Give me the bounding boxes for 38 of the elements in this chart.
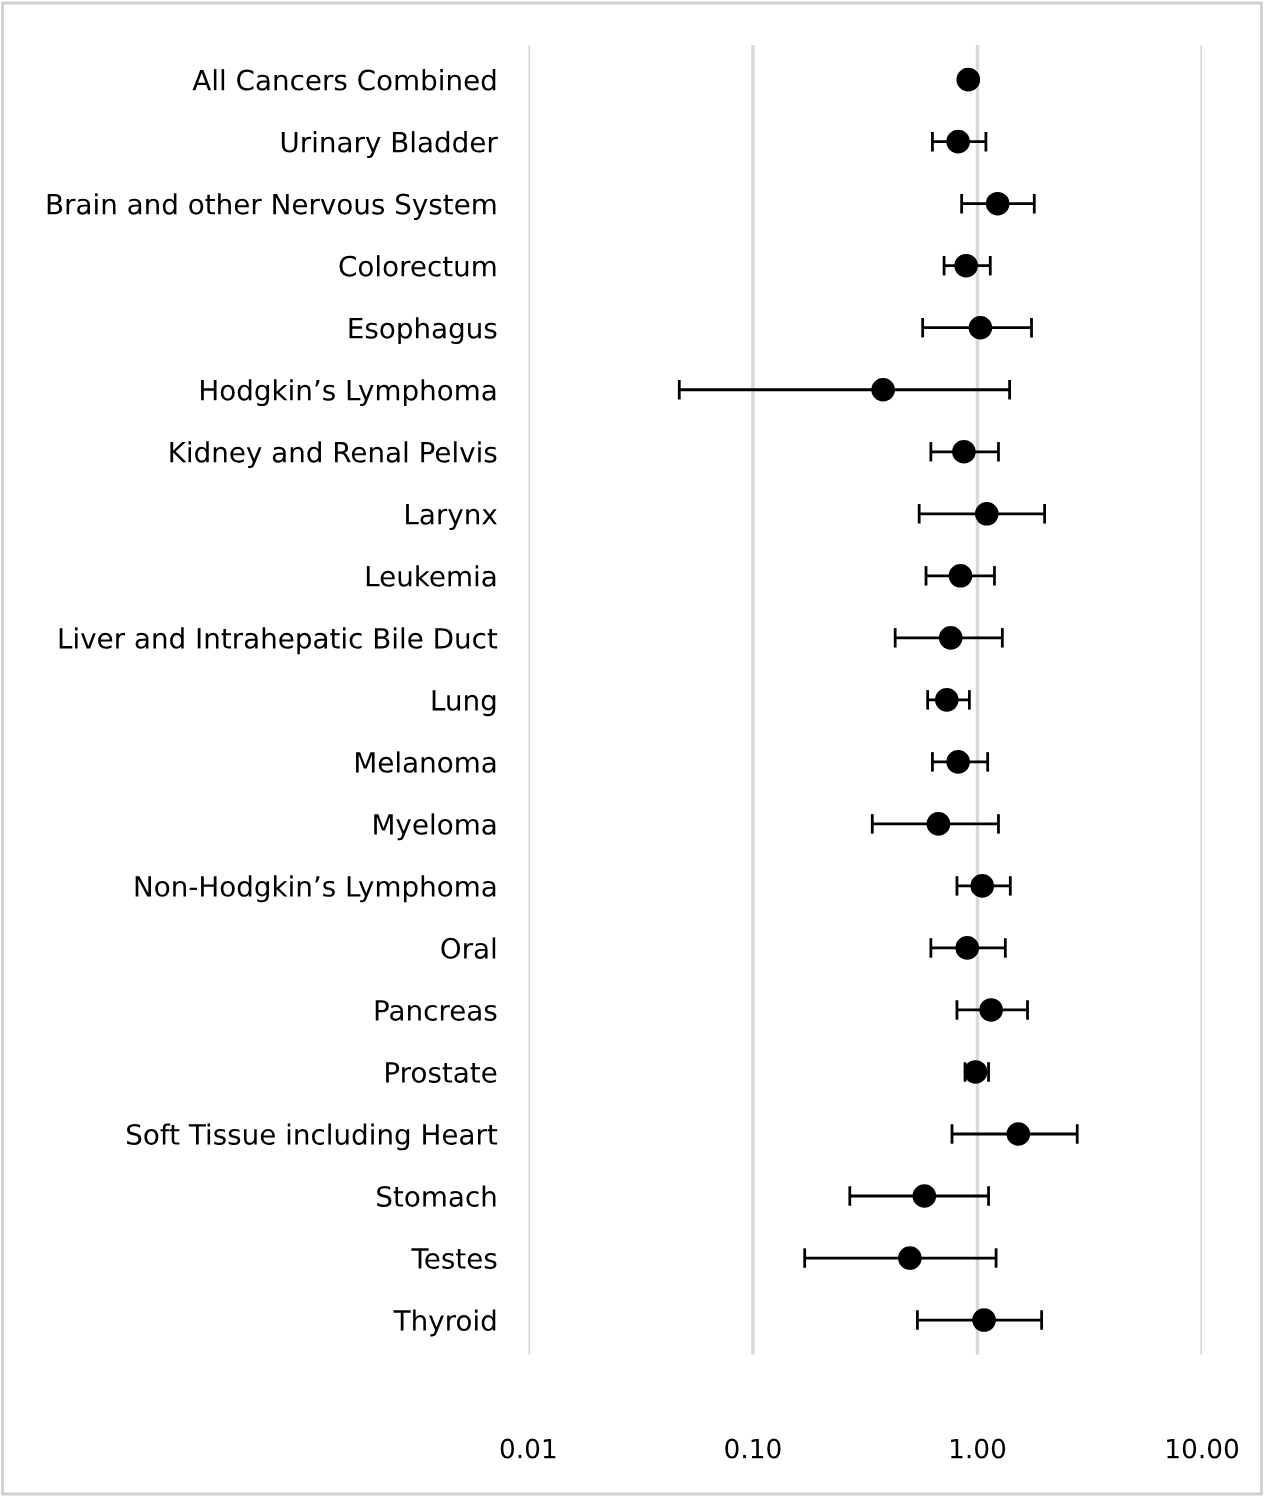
point (946, 750, 970, 774)
y-tick-label: Hodgkin’s Lymphoma (201, 379, 496, 407)
y-tick-label: Soft Tissue including Heart (127, 1123, 498, 1151)
y-tick-label: Liver and Intrahepatic Bile Duct (59, 627, 498, 655)
y-tick-label: Urinary Bladder (281, 131, 498, 158)
x-tick-label: 0.10 (725, 1438, 781, 1459)
point (974, 501, 999, 526)
x-tick-label: 10.00 (1167, 1438, 1239, 1459)
point (938, 626, 963, 650)
point (946, 129, 970, 154)
y-tick-label: Larynx (406, 504, 497, 531)
point (968, 315, 993, 340)
point (952, 439, 976, 464)
y-tick-label: Non-Hodgkin’s Lymphoma (135, 875, 496, 903)
y-tick-label: All Cancers Combined (192, 69, 496, 91)
y-tick-label: Stomach (377, 1185, 496, 1207)
point (970, 874, 995, 898)
y-tick-label: Myeloma (374, 813, 496, 841)
point (972, 1308, 996, 1332)
y-tick-label: Colorectum (339, 255, 496, 277)
y-tick-label: Testes (411, 1248, 497, 1269)
x-tick-label: 1.00 (951, 1438, 1006, 1459)
y-tick-label: Esophagus (349, 317, 497, 345)
point (955, 936, 980, 960)
y-tick-label: Leukemia (366, 565, 496, 587)
y-tick-label: Kidney and Renal Pelvis (170, 441, 497, 469)
y-tick-label: Pancreas (375, 1000, 497, 1021)
y-tick-label: Melanoma (356, 751, 496, 773)
point (954, 253, 978, 278)
y-tick-label: Prostate (386, 1062, 497, 1083)
y-tick-label: Brain and other Nervous System (47, 193, 496, 221)
y-tick-label: Thyroid (393, 1309, 496, 1337)
point (934, 688, 959, 712)
y-tick-label: Oral (441, 937, 496, 959)
point (948, 564, 973, 588)
x-tick-label: 0.01 (500, 1438, 556, 1459)
point (956, 67, 981, 92)
y-tick-label: Lung (432, 690, 496, 717)
